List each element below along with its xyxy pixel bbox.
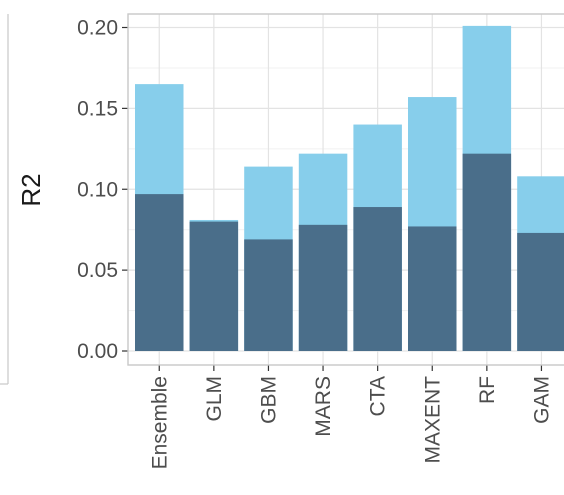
y-tick-label: 0.20 [77, 17, 118, 40]
bar-inner-glm [189, 221, 239, 351]
bar-inner-mars [298, 224, 348, 351]
bar-inner-ensemble [135, 194, 184, 351]
x-tick-label-ensemble: Ensemble [148, 376, 171, 469]
x-tick-label-gam: GAM [530, 376, 553, 424]
panel-border [127, 13, 564, 366]
y-tick-label: 0.15 [77, 97, 118, 120]
x-tick-label-maxent: MAXENT [421, 376, 444, 464]
bar-inner-cta [353, 207, 402, 351]
x-axis: Ensemble GLM GBM MARS CTA MAXENT RF GAM [148, 365, 553, 469]
x-tick-label-rf: RF [476, 376, 499, 404]
x-tick-label-glm: GLM [203, 376, 226, 422]
x-tick-label-cta: CTA [367, 376, 390, 416]
x-tick-label-gbm: GBM [257, 376, 280, 424]
adjacent-panel-fragment [0, 14, 9, 385]
bar-inner-rf [462, 153, 512, 351]
y-axis-title: R2 [16, 173, 46, 206]
bar-inner-maxent [408, 226, 457, 351]
bar-inner-gam [517, 232, 564, 351]
y-tick-label: 0.05 [77, 259, 118, 282]
y-tick-label: 0.10 [77, 178, 118, 201]
x-tick-label-mars: MARS [312, 376, 335, 437]
y-tick-label: 0.00 [77, 340, 118, 363]
bar-inner-gbm [244, 239, 293, 351]
bars [135, 25, 564, 352]
y-axis: 0.00 0.05 0.10 0.15 0.20 [77, 17, 128, 363]
